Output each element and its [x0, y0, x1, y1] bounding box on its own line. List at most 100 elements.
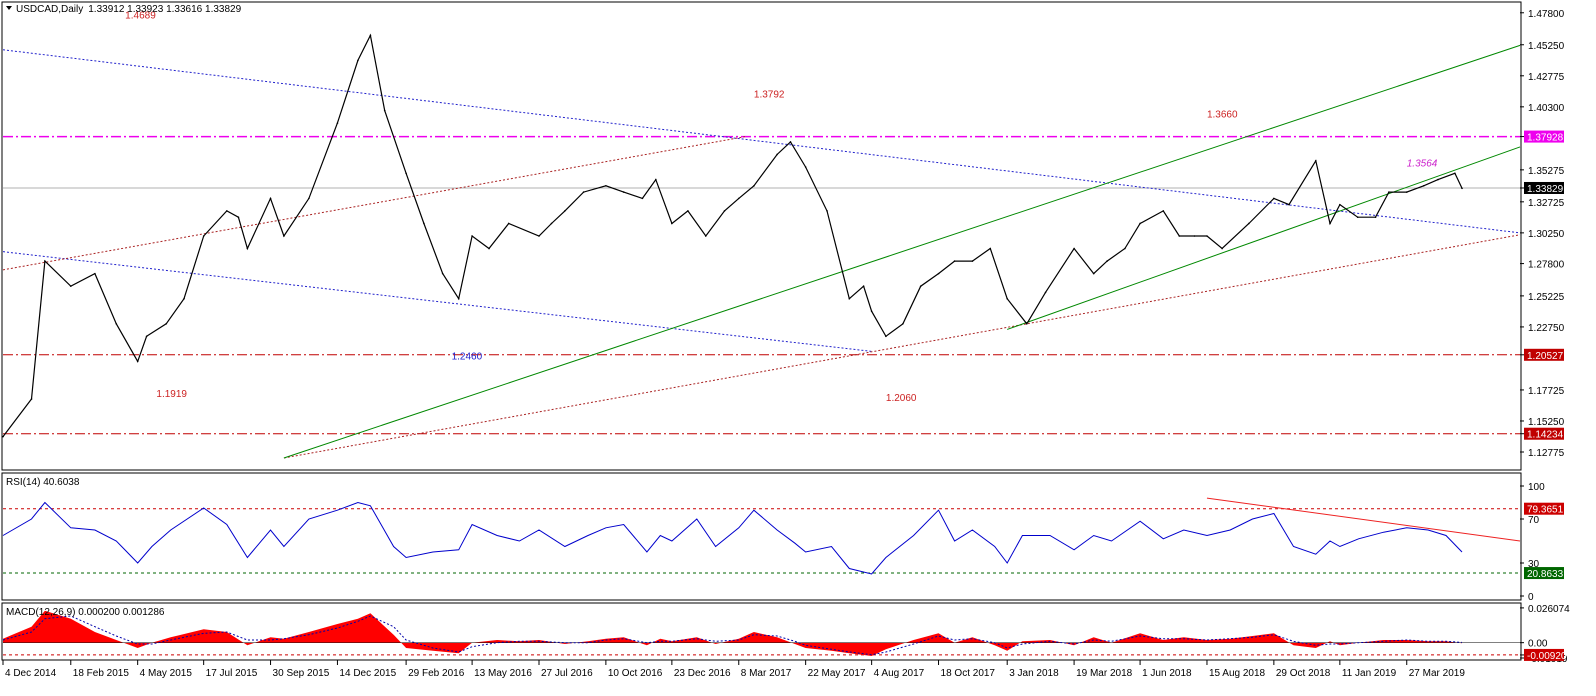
price-point	[1193, 235, 1196, 237]
price-point	[919, 285, 922, 287]
price-point	[1092, 272, 1095, 275]
macd-level-badge-bg	[1524, 648, 1564, 661]
price-axis-tick-label: 1.32725	[1528, 198, 1565, 209]
price-point	[1437, 178, 1439, 181]
price-point	[753, 185, 755, 187]
price-level-badge-text: 1.20527	[1527, 351, 1564, 362]
date-axis-tick-label: 14 Dec 2015	[339, 668, 396, 679]
price-point	[423, 222, 425, 225]
date-axis-tick-label: 13 May 2016	[474, 668, 532, 679]
price-point	[902, 322, 904, 325]
price-point	[30, 398, 33, 400]
price-point	[269, 197, 272, 200]
trendline-blue-upper	[2, 49, 1521, 234]
price-axis-tick-label: 1.12775	[1528, 448, 1565, 459]
macd-series	[2, 610, 1520, 656]
price-point	[1026, 322, 1028, 325]
price-annotation: 1.3564	[1407, 158, 1438, 169]
price-point	[789, 141, 792, 143]
price-point	[989, 247, 992, 250]
price-point	[165, 322, 168, 325]
price-axis-tick-label: 1.35275	[1528, 166, 1565, 177]
rsi-level-badge-bg	[1524, 502, 1564, 515]
trendline-green-lower	[1007, 146, 1521, 330]
price-point	[283, 235, 285, 237]
price-point	[1124, 247, 1126, 250]
rsi-axis: 100 70 30 0 79.3651 20.8633	[1520, 482, 1564, 603]
price-annotation: 1.3792	[754, 89, 785, 100]
price-axis: 1.47800 1.45250 1.42775 1.40300 1.35275 1.327…	[1520, 9, 1565, 459]
rsi-axis-tick-label: 0	[1528, 592, 1534, 603]
price-point	[1221, 247, 1223, 250]
price-point	[457, 297, 460, 300]
date-axis-tick-label: 23 Dec 2016	[674, 668, 731, 679]
price-point	[671, 222, 673, 225]
price-point	[1044, 291, 1047, 294]
trendline-brown-lower	[283, 234, 1521, 459]
price-point	[1162, 210, 1165, 212]
macd-label: MACD(12,26,9) 0.000200 0.001286	[6, 607, 165, 618]
rsi-panel-frame	[1, 472, 1522, 601]
date-axis-tick-label: 18 Oct 2017	[941, 668, 996, 679]
price-point	[405, 172, 407, 175]
panel-collapse-icon[interactable]	[6, 6, 12, 10]
price-level-badge-bg	[1524, 427, 1564, 440]
date-axis-tick-label: 27 Jul 2016	[541, 668, 593, 679]
date-axis-tick-label: 1 Jun 2018	[1142, 668, 1192, 679]
price-annotation: 1.2060	[886, 393, 917, 404]
rsi-axis-tick-label: 70	[1528, 515, 1540, 526]
price-point	[655, 178, 657, 181]
price-axis-tick-label: 1.22750	[1528, 323, 1565, 334]
price-point	[507, 222, 510, 225]
price-point	[1374, 216, 1377, 218]
price-point	[1422, 185, 1425, 187]
price-point	[1405, 191, 1408, 193]
date-axis-tick-label: 19 Mar 2018	[1076, 668, 1133, 679]
date-axis-tick-label: 4 Dec 2014	[5, 668, 57, 679]
price-point	[564, 210, 566, 212]
price-point	[622, 191, 625, 193]
rsi-label: RSI(14) 40.6038	[6, 477, 80, 488]
price-point	[826, 210, 828, 212]
price-point	[953, 260, 956, 262]
price-level-badge-text: 1.37928	[1527, 133, 1564, 144]
date-axis-tick-label: 22 May 2017	[808, 668, 866, 679]
date-axis-tick-label: 3 Jan 2018	[1009, 668, 1059, 679]
price-point	[1178, 235, 1181, 237]
price-point	[308, 197, 310, 200]
price-point	[357, 59, 359, 62]
chart-header: USDCAD,Daily 1.33912 1.33923 1.33616 1.33…	[16, 4, 242, 15]
price-point	[2, 435, 4, 438]
price-level-badge-bg	[1524, 130, 1564, 143]
price-point	[1388, 191, 1390, 193]
price-point	[1006, 297, 1008, 300]
price-point	[804, 166, 807, 168]
price-point	[885, 335, 887, 338]
rsi-series	[2, 497, 1521, 575]
price-point	[237, 216, 240, 218]
price-axis-tick-label: 1.25225	[1528, 292, 1565, 303]
rsi-level-badge-text: 79.3651	[1527, 505, 1564, 516]
price-annotation: 1.3660	[1207, 109, 1238, 120]
price-axis-tick-label: 1.42775	[1528, 72, 1565, 83]
price-point	[550, 222, 553, 225]
date-axis-tick-label: 15 Aug 2018	[1209, 668, 1266, 679]
rsi-level-badge-bg	[1524, 567, 1564, 580]
date-axis-tick-label: 4 Aug 2017	[874, 668, 925, 679]
price-point	[136, 360, 139, 363]
price-point	[1329, 222, 1331, 225]
price-point	[1139, 222, 1141, 225]
price-point	[687, 210, 689, 212]
price-axis-tick-label: 1.45250	[1528, 41, 1565, 52]
price-point	[383, 109, 386, 112]
rsi-axis-tick-label: 100	[1528, 482, 1545, 493]
price-point	[145, 335, 148, 338]
price-point	[246, 247, 249, 250]
price-point	[776, 153, 778, 156]
price-point	[862, 285, 865, 287]
price-annotation: 1.2460	[452, 352, 483, 363]
date-axis-tick-label: 4 May 2015	[140, 668, 193, 679]
price-point	[1073, 247, 1075, 250]
